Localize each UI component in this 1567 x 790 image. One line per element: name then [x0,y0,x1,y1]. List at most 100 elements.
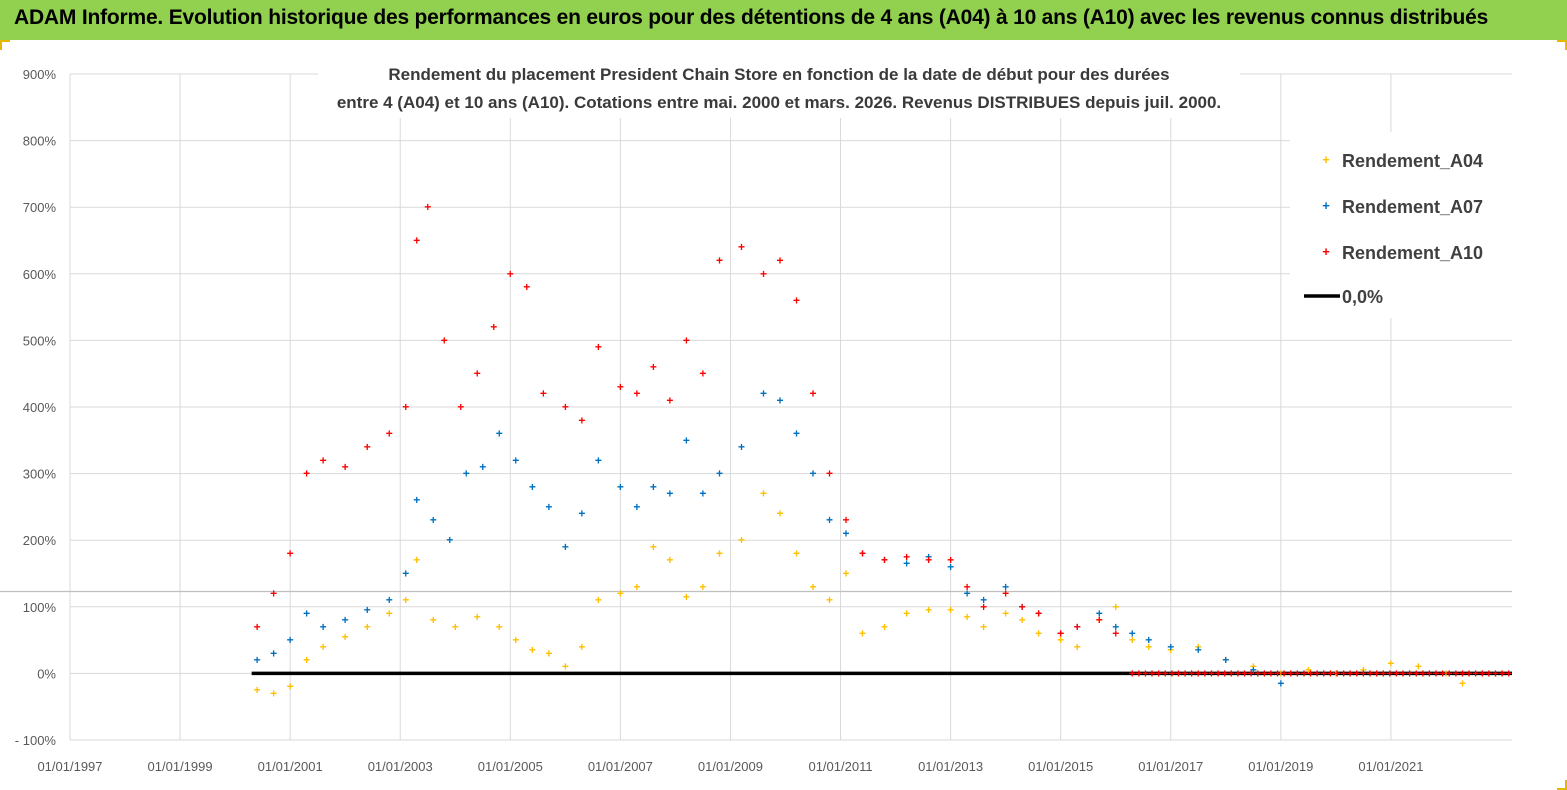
data-point: + [826,593,833,607]
data-point: + [523,280,530,294]
data-point: + [1353,666,1360,680]
corner-mark-bottom-right [1557,780,1567,790]
x-tick-label: 01/01/2009 [698,759,763,774]
x-tick-label: 01/01/1997 [37,759,102,774]
data-point: + [1314,666,1321,680]
y-axis: 900% 800% 700% 600% 500% 400% 300% 200% 100% 0% - … [15,67,57,748]
data-point: + [402,567,409,581]
data-point: + [1129,626,1136,640]
data-point: + [1373,666,1380,680]
data-point: + [1332,666,1339,680]
data-point: + [1261,666,1268,680]
data-point: + [1195,643,1202,657]
data-point: + [1035,606,1042,620]
data-point: + [1360,666,1367,680]
data-point: + [1002,606,1009,620]
data-point: + [303,467,310,481]
data-point: + [925,603,932,617]
data-point: + [1274,666,1281,680]
x-tick-label: 01/01/2007 [588,759,653,774]
data-point: + [1386,666,1393,680]
data-point: + [810,387,817,401]
data-point: + [650,480,657,494]
x-tick-label: 01/01/2011 [808,759,872,774]
data-point: + [446,533,453,547]
data-point: + [1333,666,1340,680]
performance-chart: + + + + + + + + + + + + + + + + + + + + + + + + + + + + + + + + + + + + + + + +… [0,56,1512,774]
y-tick-label: - 100% [15,733,57,748]
data-point: + [386,606,393,620]
data-point: + [964,586,971,600]
data-point: + [1168,666,1175,680]
data-point: + [1366,666,1373,680]
data-point: + [529,643,536,657]
data-point: + [1074,620,1081,634]
data-point: + [386,427,393,441]
data-point: + [1492,666,1499,680]
data-point: + [1112,600,1119,614]
y-tick-label: 200% [23,533,57,548]
data-point: + [1208,666,1215,680]
data-point: + [1426,666,1433,680]
data-point: + [1459,666,1466,680]
data-point: + [562,660,569,674]
data-point: + [364,603,371,617]
legend-item-a04: + Rendement_A04 [1322,151,1483,171]
data-point: + [964,610,971,624]
legend-background [1290,132,1512,318]
data-point: + [738,440,745,454]
data-point: + [474,367,481,381]
data-point: + [843,513,850,527]
data-point: + [1162,666,1169,680]
data-point: + [457,400,464,414]
data-point: + [287,680,294,694]
data-point: + [1057,633,1064,647]
data-point: + [1002,580,1009,594]
data-point: + [793,293,800,307]
x-tick-label: 01/01/2015 [1028,759,1093,774]
data-point: + [430,513,437,527]
series-rendement_a04: + + + + + + + + + + + + + + + + + + + + + + + + + + + + + + + + + + + + + + + +… [254,487,1466,701]
data-point: + [1419,666,1426,680]
data-point: + [980,593,987,607]
series-rendement_a07: + + + + + + + + + + + + + + + + + + + + + + + + + + + + + + + + + + + + + + + +… [254,387,1285,691]
y-tick-label: 700% [23,200,57,215]
data-point: + [1307,666,1314,680]
y-tick-label: 800% [23,134,57,149]
data-point: + [1340,666,1347,680]
data-point: + [1175,666,1182,680]
x-tick-label: 01/01/2001 [258,759,323,774]
data-point: + [617,586,624,600]
data-point: + [699,367,706,381]
data-point: + [683,333,690,347]
data-point: + [1035,606,1042,620]
data-point: + [1248,666,1255,680]
legend: + Rendement_A04 + Rendement_A07 + Rendem… [1290,132,1512,318]
data-point: + [1442,666,1449,680]
legend-item-a07: + Rendement_A07 [1322,197,1483,217]
data-point: + [843,527,850,541]
data-point: + [1167,643,1174,657]
data-point: + [1250,660,1257,674]
data-point: + [617,380,624,394]
data-point: + [1215,666,1222,680]
data-point: + [1459,676,1466,690]
data-point: + [683,433,690,447]
data-point: + [947,603,954,617]
x-tick-label: 01/01/2019 [1248,759,1313,774]
legend-marker-a07: + [1322,198,1330,213]
data-point: + [1201,666,1208,680]
data-point: + [512,453,519,467]
data-point: + [925,553,932,567]
data-point: + [810,580,817,594]
y-tick-label: 0% [37,666,56,681]
data-point: + [1250,663,1257,677]
corner-mark-top-left [0,40,10,50]
legend-label-zero: 0,0% [1342,287,1383,307]
data-point: + [1167,640,1174,654]
x-tick-label: 01/01/2003 [368,759,433,774]
data-point: + [364,440,371,454]
data-point: + [1294,666,1301,680]
data-point: + [793,547,800,561]
data-point: + [474,610,481,624]
